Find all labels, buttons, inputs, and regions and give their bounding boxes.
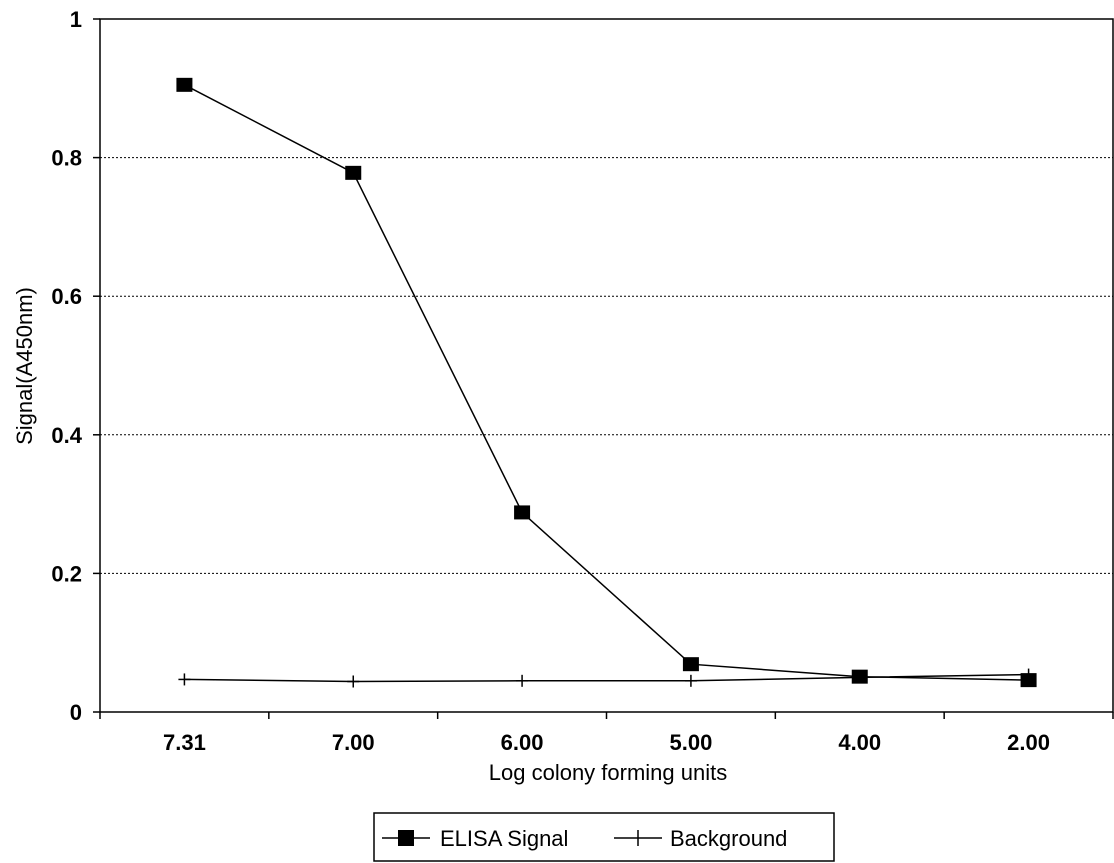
elisa-signal-point (514, 505, 531, 520)
x-tick-label: 2.00 (1007, 730, 1050, 755)
legend-box (373, 812, 835, 862)
legend: ELISA Signal Background (373, 812, 835, 862)
y-axis: 0 0.2 0.4 0.6 0.8 1 (51, 7, 100, 725)
x-tick-label: 4.00 (838, 730, 881, 755)
elisa-signal-point (176, 77, 193, 92)
elisa-signal-point (682, 657, 699, 672)
background-line (184, 673, 1029, 683)
y-tick-label: 0.8 (51, 146, 82, 171)
background-point (853, 671, 866, 684)
x-tick-label: 6.00 (501, 730, 544, 755)
background-point (178, 673, 191, 686)
background-point (347, 675, 360, 688)
elisa-signal-point (345, 165, 362, 180)
background-point (684, 674, 697, 687)
background-point (516, 674, 529, 687)
x-tick-label: 7.00 (332, 730, 375, 755)
plot-area-frame (99, 18, 1114, 713)
x-tick-label: 7.31 (163, 730, 206, 755)
series-layer (176, 77, 1037, 688)
y-tick-label: 0.4 (51, 423, 82, 448)
y-tick-label: 0.6 (51, 284, 82, 309)
y-tick-label: 1 (70, 7, 82, 32)
x-axis: 7.31 7.00 6.00 5.00 4.00 2.00 (99, 712, 1114, 755)
y-tick-label: 0.2 (51, 561, 82, 586)
background-point (1022, 668, 1035, 681)
x-tick-label: 5.00 (670, 730, 713, 755)
legend-elisa-square-marker (398, 830, 414, 846)
legend-background-label: Background (670, 826, 787, 851)
gridlines (100, 157, 1113, 574)
legend-elisa-label: ELISA Signal (440, 826, 568, 851)
y-axis-title: Signal(A450nm) (12, 287, 37, 445)
elisa-signal-line (184, 84, 1029, 681)
x-axis-title: Log colony forming units (489, 760, 727, 785)
y-tick-label: 0 (70, 700, 82, 725)
